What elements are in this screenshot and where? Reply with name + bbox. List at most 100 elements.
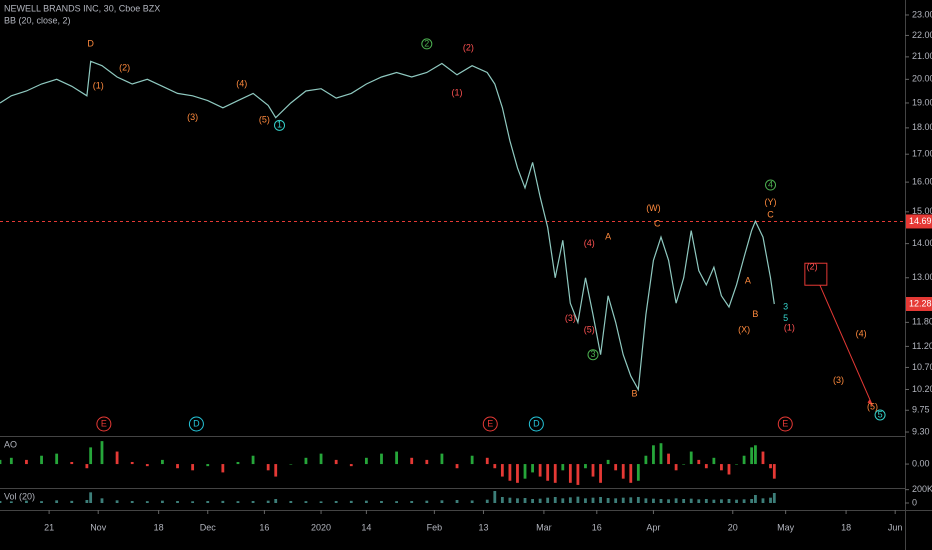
bar	[704, 464, 708, 469]
y-tick-label: 20.00	[912, 74, 932, 84]
bar	[85, 500, 89, 503]
wave-label: (Y)	[765, 197, 777, 207]
bar	[508, 497, 512, 503]
wave-label: (4)	[856, 329, 867, 339]
y-tick-label: 17.00	[912, 149, 932, 159]
bar	[644, 498, 648, 503]
bar	[576, 496, 580, 503]
bar	[500, 497, 504, 503]
wave-label: 3	[783, 301, 788, 311]
bar	[636, 497, 640, 503]
bar	[652, 445, 655, 465]
wave-label: B	[752, 309, 758, 319]
bar	[485, 457, 489, 465]
bar	[621, 497, 625, 503]
bar	[584, 498, 587, 503]
x-tick-label: Apr	[646, 522, 660, 532]
bar	[40, 501, 43, 503]
bar	[55, 453, 59, 465]
bar	[191, 501, 195, 503]
bar	[289, 464, 293, 465]
bar	[735, 464, 738, 465]
wave-label: 1	[277, 120, 282, 130]
x-tick-label: 16	[592, 522, 602, 532]
bar	[727, 499, 731, 503]
bar	[425, 500, 429, 503]
wave-label: (1)	[93, 81, 104, 91]
indicator-title: BB (20, close, 2)	[4, 15, 71, 25]
x-tick-label: Mar	[536, 522, 552, 532]
wave-label: 5	[783, 313, 788, 323]
bar	[440, 500, 444, 503]
bar	[754, 445, 757, 465]
wave-label: (3)	[187, 112, 198, 122]
price-line-tag	[906, 214, 932, 229]
x-tick-label: 20	[728, 522, 738, 532]
y-tick-label: 11.20	[912, 341, 932, 351]
x-tick-label: Nov	[90, 522, 107, 532]
bar	[40, 455, 43, 465]
bar	[614, 498, 618, 503]
bar	[455, 500, 459, 503]
bar	[546, 464, 550, 481]
x-tick-label: 18	[154, 522, 164, 532]
y-tick-label: 19.00	[912, 97, 932, 107]
event-marker	[188, 416, 204, 432]
bar	[761, 498, 765, 503]
wave-label: A	[745, 276, 751, 286]
bar	[274, 499, 278, 503]
wave-circle	[587, 349, 599, 361]
y-tick-label: 10.20	[912, 384, 932, 394]
y-tick-label: 0.00	[912, 458, 930, 468]
bar	[161, 459, 164, 465]
bar	[161, 500, 164, 503]
bar	[206, 464, 210, 467]
bar	[89, 492, 93, 503]
bar	[493, 491, 497, 503]
bar	[500, 464, 504, 477]
bar	[568, 497, 572, 503]
x-tick-label: Feb	[427, 522, 443, 532]
bar	[25, 500, 28, 503]
bar	[531, 499, 534, 503]
x-tick-label: 14	[361, 522, 371, 532]
bar	[561, 498, 565, 503]
bar	[667, 499, 670, 503]
bar	[334, 501, 338, 503]
bar	[750, 447, 754, 465]
bar	[85, 464, 89, 469]
y-tick-label: 13.00	[912, 272, 932, 282]
event-label: E	[782, 418, 788, 428]
bar	[538, 498, 542, 503]
bar	[523, 498, 527, 503]
wave-label: (4)	[584, 238, 595, 248]
bar	[689, 451, 693, 465]
bar	[682, 464, 686, 465]
x-tick-label: 21	[44, 522, 54, 532]
event-marker	[528, 416, 544, 432]
bar	[576, 464, 580, 485]
bar	[735, 499, 738, 503]
bar	[100, 498, 104, 503]
bar	[531, 464, 534, 473]
wave-circle	[274, 119, 286, 131]
bar	[176, 464, 179, 469]
bar	[274, 464, 278, 477]
bar	[754, 495, 757, 503]
bar	[304, 457, 308, 465]
bar	[380, 501, 383, 503]
bar	[772, 493, 776, 503]
bar	[689, 498, 693, 503]
y-tick-label: 9.30	[912, 426, 930, 436]
wave-label: (5)	[584, 325, 595, 335]
y-tick-label: 16.00	[912, 176, 932, 186]
bar	[395, 501, 398, 503]
bar	[720, 499, 723, 503]
bar	[599, 497, 602, 503]
wave-label: C	[654, 219, 661, 229]
bar	[553, 497, 557, 503]
bar	[55, 500, 59, 503]
bar	[614, 464, 618, 471]
y-tick-label: 21.00	[912, 51, 932, 61]
